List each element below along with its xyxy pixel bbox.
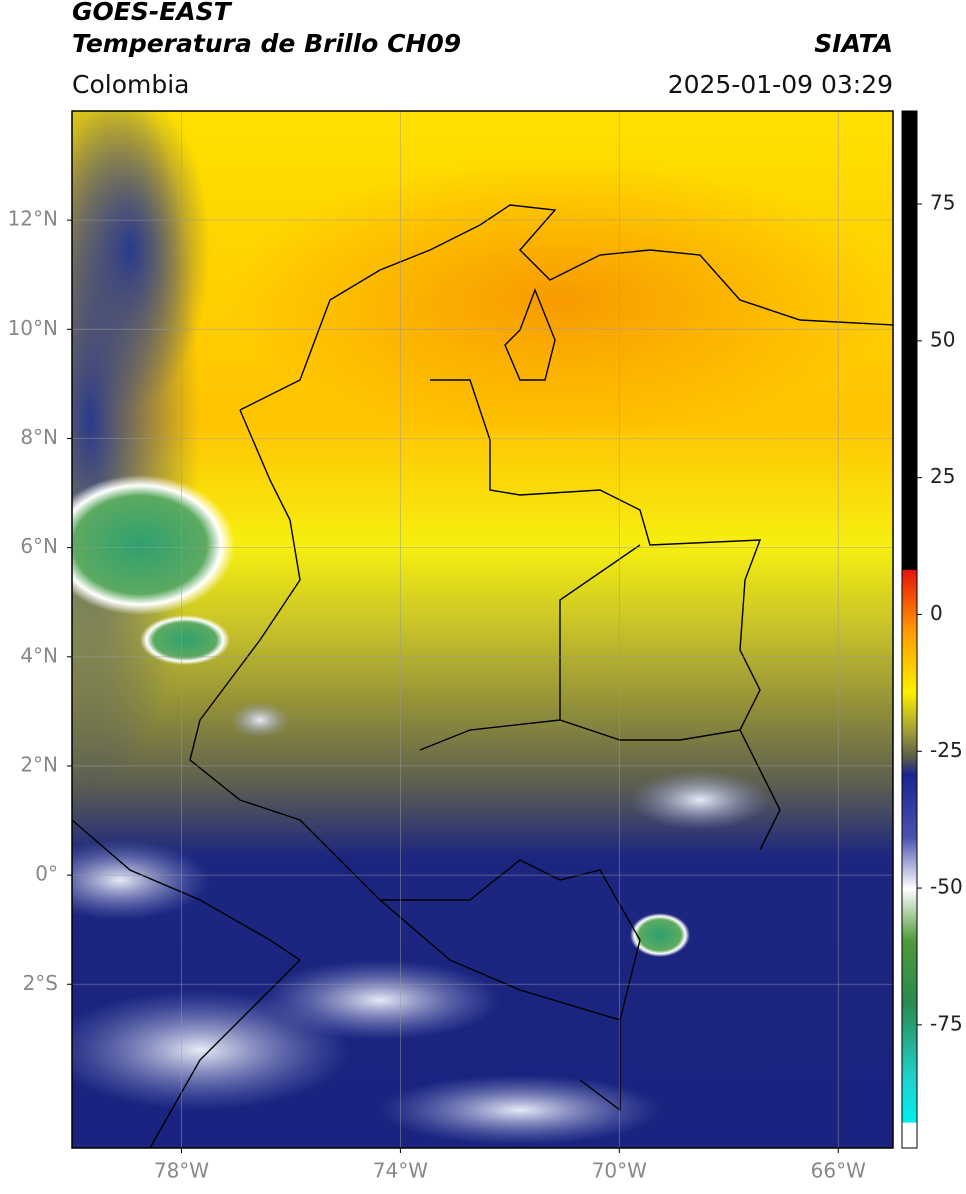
lat-tick-label: 0° (35, 862, 58, 886)
lat-tick-label: 6°N (20, 534, 58, 558)
institution: SIATA (814, 29, 893, 58)
satellite-image (72, 111, 893, 1148)
colorbar-tick-label: 75 (930, 191, 955, 215)
colorbar-tick-label: 0 (930, 601, 943, 625)
lat-tick-label: 2°N (20, 752, 58, 776)
lat-tick-label: 4°N (20, 643, 58, 667)
colorbar-tick-label: 25 (930, 464, 955, 488)
lat-tick-label: 2°S (23, 971, 58, 995)
colorbar-tick-label: -50 (930, 875, 963, 899)
colorbar (901, 110, 918, 1149)
colorbar-tick-label: -75 (930, 1011, 963, 1035)
product: Temperatura de Brillo CH09 (72, 29, 461, 58)
colorbar-tick-label: 50 (930, 327, 955, 351)
lat-tick-label: 8°N (20, 425, 58, 449)
lon-tick-label: 78°W (154, 1159, 209, 1183)
lat-tick-label: 12°N (8, 207, 58, 231)
lat-tick-label: 10°N (8, 316, 58, 340)
map-frame (71, 110, 894, 1149)
colorbar-tick-label: -25 (930, 738, 963, 762)
graticule (72, 111, 893, 1148)
lon-tick-label: 70°W (592, 1159, 647, 1183)
lon-tick-label: 74°W (373, 1159, 428, 1183)
region: Colombia (72, 70, 189, 99)
datetime: 2025-01-09 03:29 (668, 70, 893, 99)
lon-tick-label: 66°W (811, 1159, 866, 1183)
satellite: GOES-EAST (72, 0, 233, 26)
